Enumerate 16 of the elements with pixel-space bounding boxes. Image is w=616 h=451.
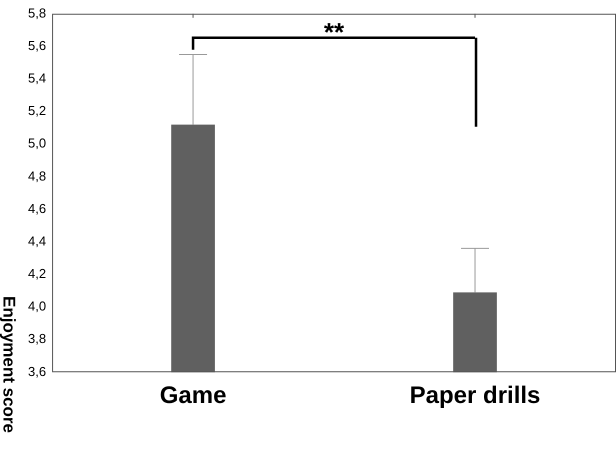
y-tick-label: 4,0 (28, 298, 46, 314)
y-tick-label: 5,2 (28, 103, 46, 118)
annotation: ** (324, 16, 346, 47)
y-axis-title: Enjoyment score (0, 296, 18, 433)
y-tick-label: 5,8 (28, 5, 46, 20)
y-tick-label: 5,0 (28, 136, 46, 151)
y-tick-label: 5,6 (28, 38, 46, 53)
y-tick-label: 5,4 (28, 70, 46, 86)
y-tick-label: 3,6 (28, 364, 46, 379)
y-tick-label: 4,2 (28, 266, 46, 282)
y-tick-label: 4,4 (28, 233, 46, 248)
y-tick-label: 4,8 (28, 168, 46, 184)
x-tick-label: Paper drills (410, 382, 540, 410)
y-tick-label: 3,8 (28, 331, 46, 346)
x-tick-label: Game (160, 382, 226, 410)
y-tick-label: 4,6 (28, 200, 46, 216)
